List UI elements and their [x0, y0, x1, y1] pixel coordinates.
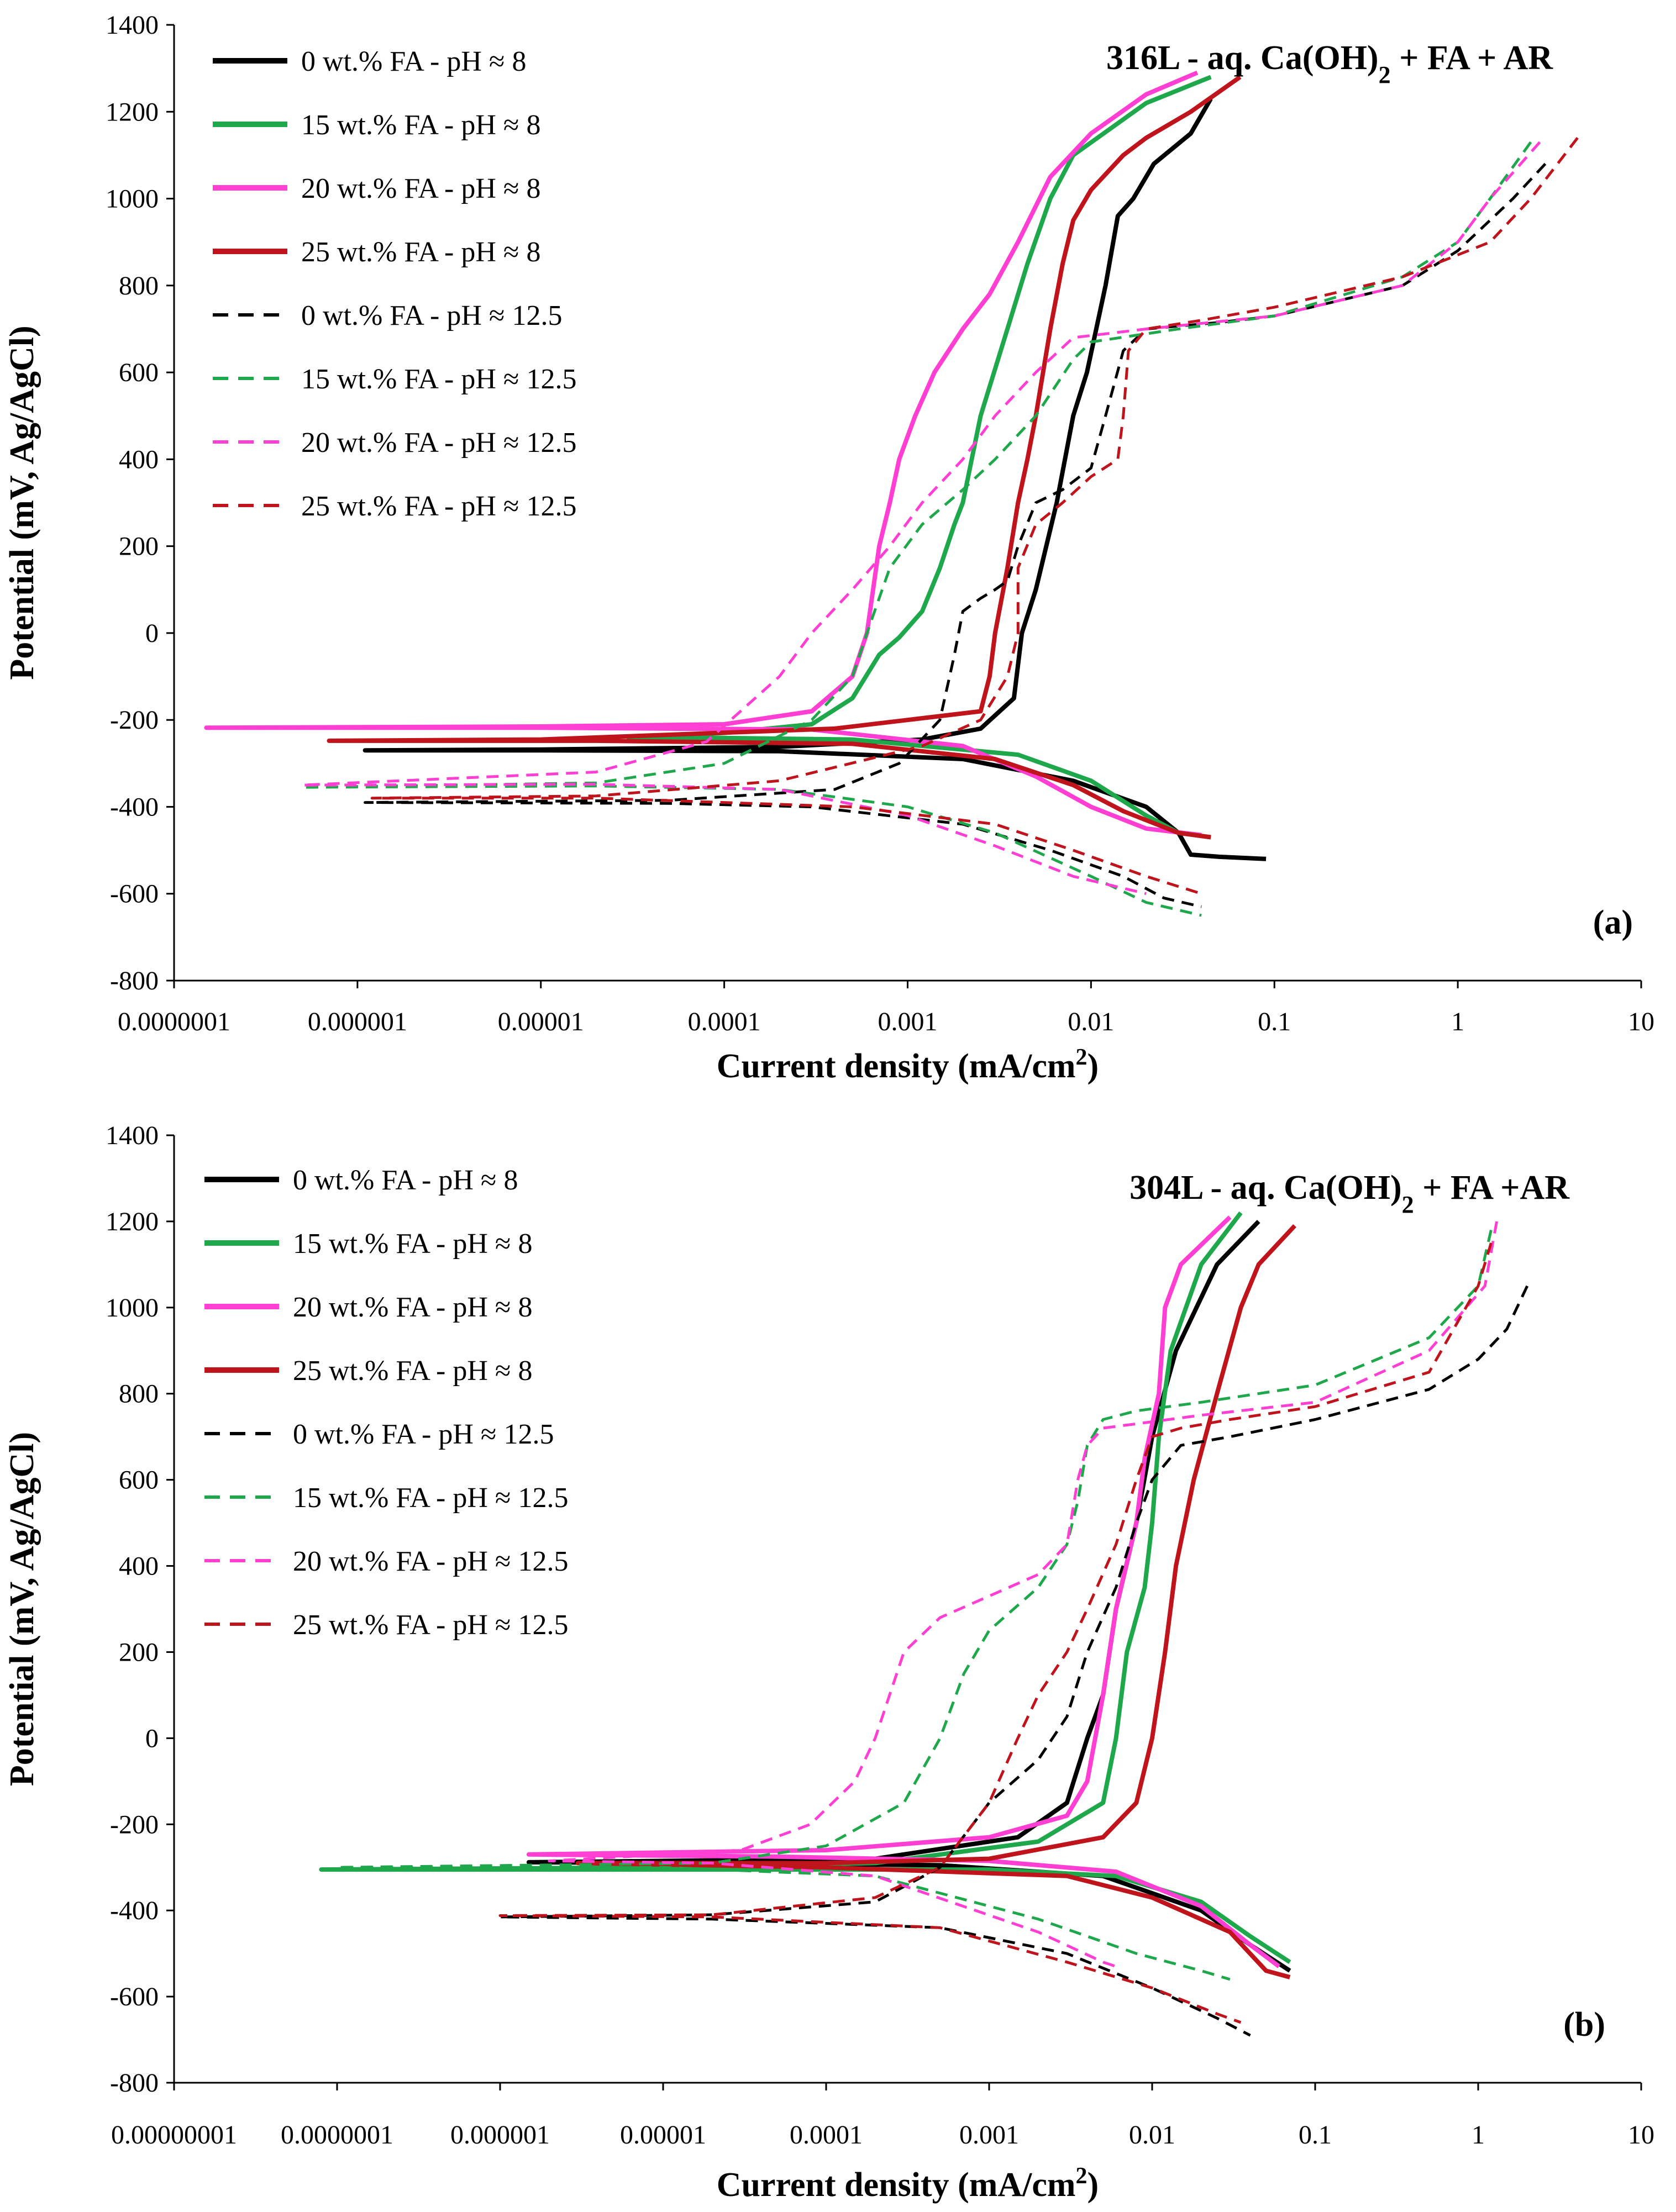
legend: 0 wt.% FA - pH ≈ 8 15 wt.% FA - pH ≈ 8 20 …: [204, 1165, 568, 1641]
x-tick-label: 0.001: [878, 1007, 938, 1036]
x-tick-label: 0.001: [959, 2120, 1019, 2150]
x-tick-label: 10: [1628, 2120, 1654, 2150]
y-tick-label: 400: [119, 445, 159, 474]
legend-label: 25 wt.% FA - pH ≈ 12.5: [293, 1609, 568, 1641]
legend-label: 15 wt.% FA - pH ≈ 12.5: [293, 1482, 568, 1514]
y-tick-label: -600: [110, 1982, 159, 2011]
x-tick-label: 0.1: [1258, 1007, 1291, 1036]
series-line-3: [575, 1224, 1297, 1979]
legend-label: 20 wt.% FA - pH ≈ 12.5: [301, 427, 576, 459]
axes: [173, 1135, 1641, 2084]
x-tick-label: 0.000001: [450, 2120, 550, 2150]
series-line-1: [626, 75, 1212, 840]
x-tick-label: 0.1: [1299, 2120, 1332, 2150]
y-tick-label: 1400: [106, 1121, 159, 1150]
x-tick-label: 0.00001: [498, 1007, 584, 1036]
y-tick-label: 1400: [106, 10, 159, 40]
legend-label: 0 wt.% FA - pH ≈ 12.5: [293, 1419, 554, 1450]
series-line-4: [498, 1285, 1529, 2037]
y-tick-label: 600: [119, 1466, 159, 1495]
legend-label: 0 wt.% FA - pH ≈ 8: [301, 46, 526, 77]
x-tick-label: 10: [1628, 1007, 1654, 1036]
y-tick-label: 1000: [106, 1293, 159, 1323]
series-line-3: [327, 75, 1242, 840]
y-tick-label: 200: [119, 1637, 159, 1667]
legend-label: 20 wt.% FA - pH ≈ 12.5: [293, 1546, 568, 1577]
x-tick-label: 1: [1451, 1007, 1464, 1036]
legend-label: 15 wt.% FA - pH ≈ 8: [301, 109, 540, 141]
y-tick-label: 600: [119, 358, 159, 387]
legend-label: 25 wt.% FA - pH ≈ 12.5: [301, 491, 576, 522]
panel-label: (b): [1563, 2006, 1605, 2044]
chart-title: 304L - aq. Ca(OH)2 + FA +AR: [1129, 1169, 1570, 1218]
chart-panel-b: -800 -600 -400 -200 0 200 400 600 800 1000 1200 140…: [3, 1121, 1654, 2204]
series-line-7: [370, 136, 1579, 896]
x-tick-label: 0.00000001: [111, 2120, 237, 2150]
x-tick-label: 0.01: [1068, 1007, 1114, 1036]
y-tick-label: 800: [119, 271, 159, 301]
y-tick-label: 1200: [106, 97, 159, 127]
x-tick-label: 1: [1472, 2120, 1485, 2150]
legend-label: 20 wt.% FA - pH ≈ 8: [293, 1292, 532, 1323]
x-tick-label: 0.00001: [620, 2120, 706, 2150]
chart-panel-a: -800 -600 -400 -200 0 200 400 600 800 1000 1200 140…: [3, 10, 1654, 1085]
series-line-6: [301, 141, 1541, 896]
tick-labels: -800 -600 -400 -200 0 200 400 600 800 1000 1200 140…: [106, 1121, 1654, 2150]
y-tick-label: -400: [110, 1896, 159, 1925]
y-tick-label: -600: [110, 879, 159, 909]
x-tick-label: 0.01: [1129, 2120, 1175, 2150]
y-tick-label: 200: [119, 532, 159, 561]
series-layer: [204, 70, 1579, 917]
chart-title: 316L - aq. Ca(OH)2 + FA + AR: [1106, 39, 1553, 88]
y-axis-title: Potential (mV, Ag/AgCl): [3, 1432, 41, 1786]
series-line-6: [548, 1221, 1499, 1968]
x-tick-label: 0.0000001: [118, 1007, 230, 1036]
y-tick-label: -200: [110, 705, 159, 735]
y-tick-label: 1000: [106, 185, 159, 214]
y-tick-label: 1200: [106, 1207, 159, 1236]
x-tick-label: 0.0001: [688, 1007, 761, 1036]
legend-label: 25 wt.% FA - pH ≈ 8: [293, 1355, 532, 1387]
legend-label: 20 wt.% FA - pH ≈ 8: [301, 173, 540, 204]
x-tick-label: 0.0001: [790, 2120, 863, 2150]
y-tick-label: 800: [119, 1379, 159, 1409]
series-line-1: [319, 1211, 1291, 1965]
legend: 0 wt.% FA - pH ≈ 8 15 wt.% FA - pH ≈ 8 20 …: [213, 46, 576, 522]
series-layer: [319, 1211, 1529, 2037]
tick-labels: -800 -600 -400 -200 0 200 400 600 800 1000 1200 140…: [106, 10, 1654, 1036]
y-tick-label: -200: [110, 1810, 159, 1839]
y-tick-label: -800: [110, 966, 159, 996]
x-axis-title: Current density (mA/cm2): [717, 2163, 1099, 2204]
y-axis-title: Potential (mV, Ag/AgCl): [3, 325, 41, 680]
legend-label: 15 wt.% FA - pH ≈ 12.5: [301, 364, 576, 395]
y-tick-label: -800: [110, 2068, 159, 2098]
y-tick-label: 400: [119, 1552, 159, 1581]
legend-label: 0 wt.% FA - pH ≈ 12.5: [301, 300, 562, 331]
panel-label: (a): [1593, 904, 1633, 941]
y-tick-label: -400: [110, 792, 159, 821]
y-tick-label: 0: [145, 619, 159, 648]
x-axis-title: Current density (mA/cm2): [717, 1045, 1099, 1085]
series-line-7: [498, 1242, 1493, 2024]
series-line-2: [526, 1215, 1281, 1968]
x-tick-label: 0.0000001: [281, 2120, 393, 2150]
legend-label: 15 wt.% FA - pH ≈ 8: [293, 1228, 532, 1260]
x-tick-label: 0.000001: [308, 1007, 407, 1036]
series-line-5: [335, 1229, 1493, 1981]
legend-label: 25 wt.% FA - pH ≈ 8: [301, 236, 540, 268]
legend-label: 0 wt.% FA - pH ≈ 8: [293, 1165, 518, 1196]
y-tick-label: 0: [145, 1724, 159, 1753]
